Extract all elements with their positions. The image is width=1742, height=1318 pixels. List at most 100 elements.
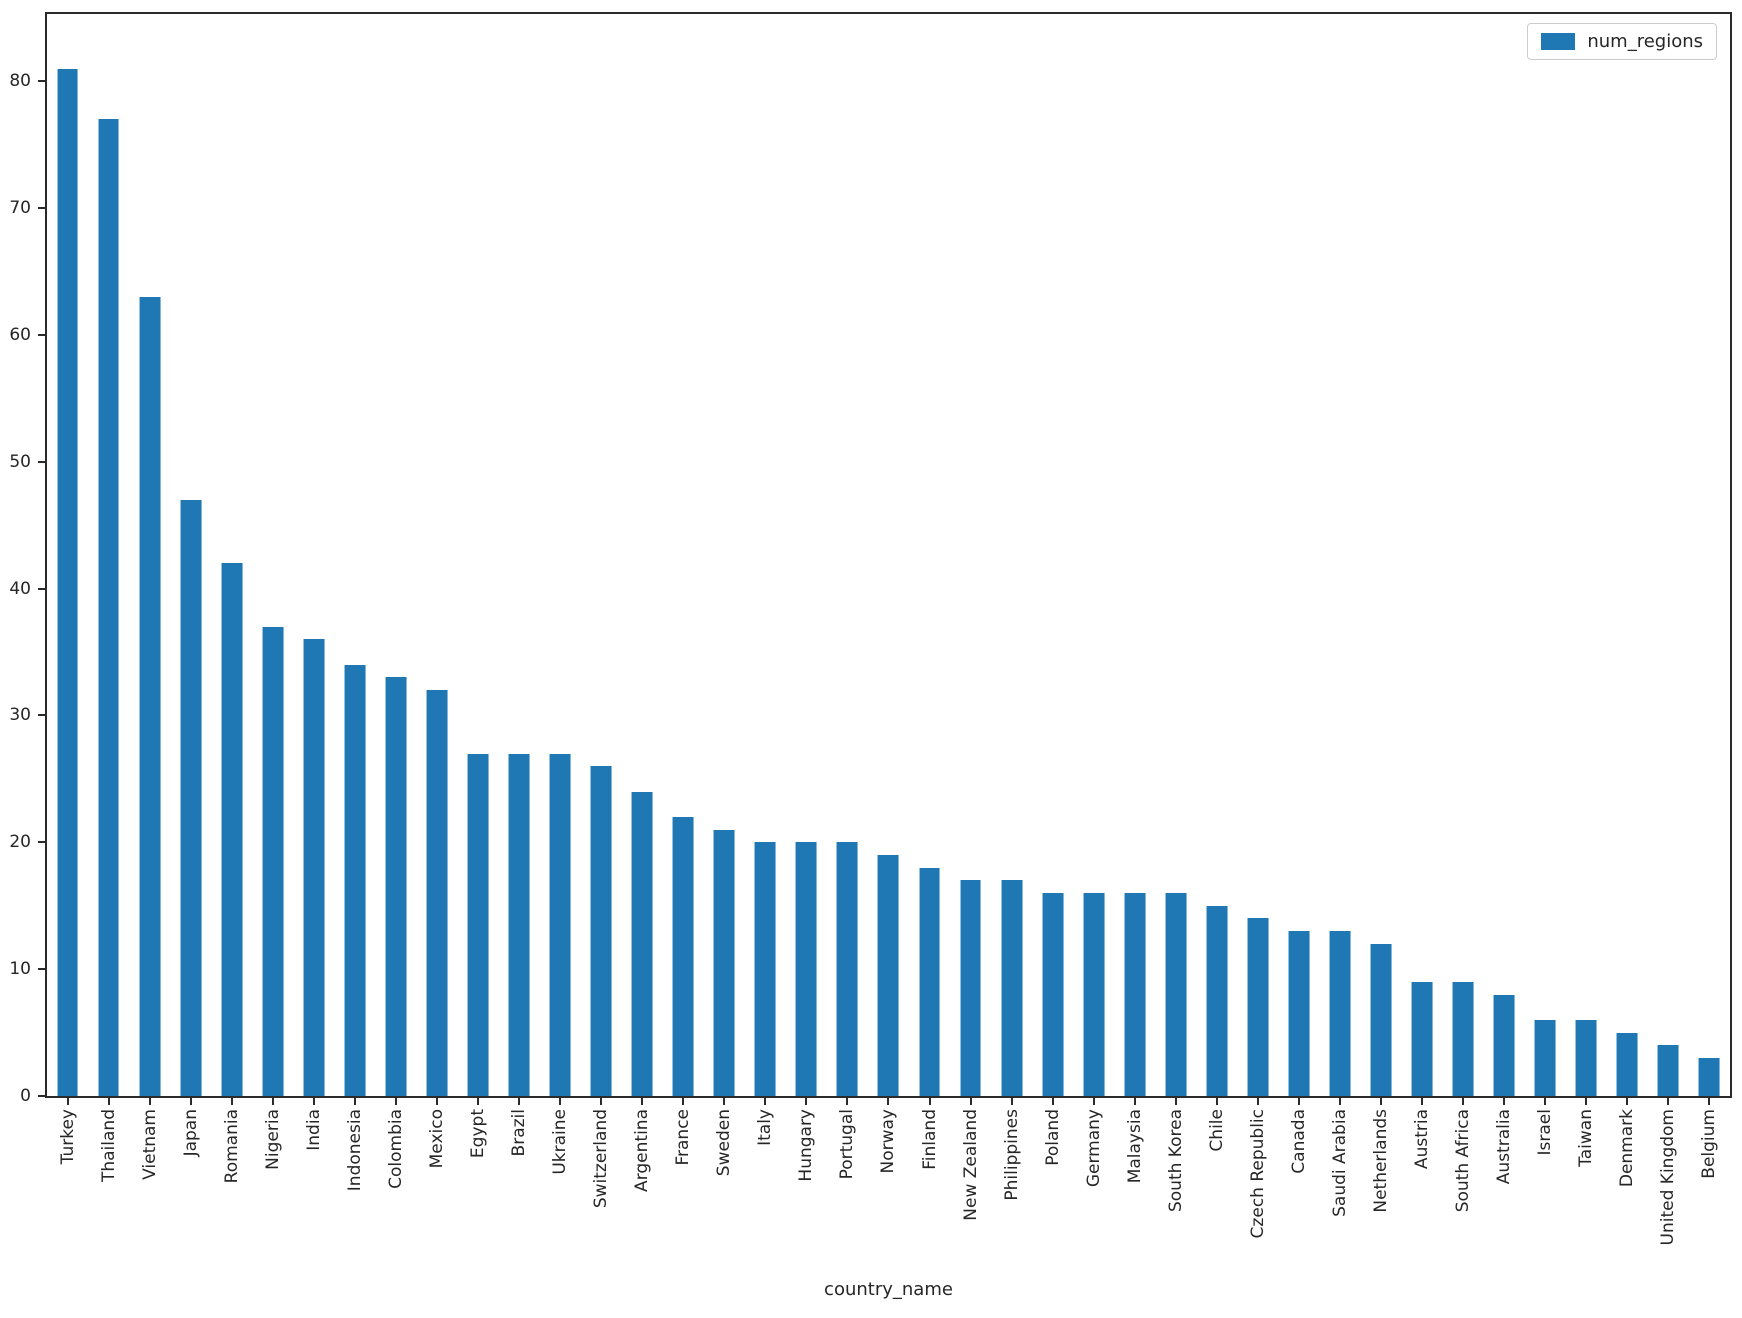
bar xyxy=(672,816,694,1096)
x-tick-label: Sweden xyxy=(714,1109,735,1177)
x-tick-mark xyxy=(1256,1096,1259,1105)
legend-swatch xyxy=(1541,33,1576,50)
bar xyxy=(877,855,899,1096)
bar xyxy=(960,880,982,1096)
y-tick-mark xyxy=(38,460,47,463)
y-tick-mark xyxy=(38,968,47,971)
y-tick: 0 xyxy=(20,1086,47,1106)
y-tick-label: 50 xyxy=(9,451,31,472)
x-tick-label: Brazil xyxy=(509,1109,530,1157)
x-tick-label: Australia xyxy=(1494,1109,1515,1185)
x-tick-mark xyxy=(1174,1096,1177,1105)
bar xyxy=(754,842,776,1096)
x-axis-title: country_name xyxy=(824,1279,953,1300)
bar xyxy=(1247,918,1269,1096)
x-tick-mark xyxy=(1010,1096,1013,1105)
bar xyxy=(1575,1019,1597,1096)
bar-slot: Poland xyxy=(1032,14,1073,1166)
bar-slot: Israel xyxy=(1525,14,1566,1155)
y-tick-label: 70 xyxy=(9,198,31,219)
x-tick-mark xyxy=(1421,1096,1424,1105)
bar-slot: Ukraine xyxy=(540,14,581,1175)
x-tick-mark xyxy=(846,1096,849,1105)
bar xyxy=(1083,893,1105,1096)
x-tick-label: Vietnam xyxy=(139,1109,160,1180)
bar-slot: Canada xyxy=(1278,14,1319,1174)
bar xyxy=(262,626,284,1096)
x-tick-label: France xyxy=(673,1109,694,1166)
x-tick-label: South Korea xyxy=(1165,1109,1186,1213)
bar-slot: Germany xyxy=(1073,14,1114,1187)
bar-slot: Austria xyxy=(1402,14,1443,1169)
x-tick-mark xyxy=(1503,1096,1506,1105)
x-tick-label: Ukraine xyxy=(550,1109,571,1175)
x-tick-mark xyxy=(107,1096,110,1105)
bar-slot: Denmark xyxy=(1607,14,1648,1187)
bar-slot: Colombia xyxy=(375,14,416,1189)
bar-slot: Switzerland xyxy=(581,14,622,1208)
bar xyxy=(590,766,612,1096)
x-tick-mark xyxy=(1338,1096,1341,1105)
x-tick-mark xyxy=(1297,1096,1300,1105)
x-tick-label: Belgium xyxy=(1699,1109,1720,1179)
x-tick-label: Taiwan xyxy=(1576,1109,1597,1167)
bar-slot: South Africa xyxy=(1443,14,1484,1212)
x-tick-label: Japan xyxy=(180,1109,201,1157)
y-tick-mark xyxy=(38,841,47,844)
x-tick-mark xyxy=(764,1096,767,1105)
x-tick-mark xyxy=(312,1096,315,1105)
x-tick-label: Saudi Arabia xyxy=(1329,1109,1350,1217)
x-tick-label: Portugal xyxy=(837,1109,858,1180)
x-tick-label: Malaysia xyxy=(1124,1109,1145,1184)
x-tick-mark xyxy=(189,1096,192,1105)
bar-slot: India xyxy=(293,14,334,1151)
x-tick-mark xyxy=(230,1096,233,1105)
bar-slot: Finland xyxy=(909,14,950,1170)
y-tick: 50 xyxy=(9,452,47,472)
x-tick-label: Denmark xyxy=(1617,1109,1638,1188)
bar-slot: Netherlands xyxy=(1361,14,1402,1213)
bar-slot: Philippines xyxy=(991,14,1032,1201)
x-tick-mark xyxy=(1215,1096,1218,1105)
x-tick-mark xyxy=(1051,1096,1054,1105)
x-tick-mark xyxy=(394,1096,397,1105)
bar xyxy=(795,842,817,1096)
y-tick: 30 xyxy=(9,705,47,725)
plot-area: Turkey Thailand Vietnam Japan Romania Nigeria… xyxy=(9,12,1732,1245)
x-tick-label: Nigeria xyxy=(262,1109,283,1170)
bar-slot: Mexico xyxy=(416,14,457,1168)
x-tick-label: Poland xyxy=(1042,1109,1063,1166)
x-tick-mark xyxy=(1626,1096,1629,1105)
bar xyxy=(1657,1045,1679,1096)
y-tick: 80 xyxy=(9,71,47,91)
bar xyxy=(1493,994,1515,1096)
x-tick-label: Thailand xyxy=(98,1109,119,1183)
bar-slot: Norway xyxy=(868,14,909,1174)
bar-slot: Malaysia xyxy=(1114,14,1155,1183)
x-tick-label: Czech Republic xyxy=(1247,1109,1268,1239)
legend-label: num_regions xyxy=(1587,31,1703,52)
y-tick: 40 xyxy=(9,579,47,599)
bar xyxy=(1206,905,1228,1096)
bar-slot: Taiwan xyxy=(1566,14,1607,1167)
bar-slot: Brazil xyxy=(499,14,540,1156)
x-tick-mark xyxy=(353,1096,356,1105)
y-axis-ticks: 0 10 20 30 40 50 60 70 80 xyxy=(9,14,1730,1106)
y-tick: 20 xyxy=(9,832,47,852)
bar-slot: France xyxy=(663,14,704,1166)
y-tick: 70 xyxy=(9,198,47,218)
x-tick-label: South Africa xyxy=(1453,1109,1474,1213)
x-tick-mark xyxy=(1380,1096,1383,1105)
bar-slot: Czech Republic xyxy=(1237,14,1278,1238)
bar-slot: Italy xyxy=(745,14,786,1146)
x-tick-label: Austria xyxy=(1412,1109,1433,1170)
y-tick-mark xyxy=(38,1095,47,1097)
bar xyxy=(221,563,243,1096)
x-tick-label: Indonesia xyxy=(344,1109,365,1192)
y-tick-mark xyxy=(38,714,47,717)
x-tick-mark xyxy=(271,1096,274,1105)
x-tick-mark xyxy=(66,1096,69,1105)
bar xyxy=(836,842,858,1096)
bar xyxy=(1288,931,1310,1096)
y-tick-label: 20 xyxy=(9,832,31,853)
